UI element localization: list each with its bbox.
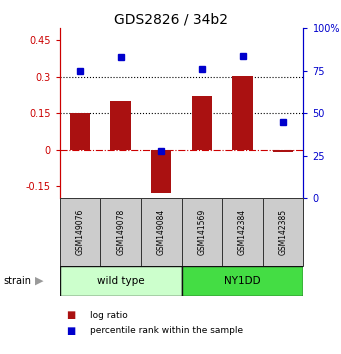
Bar bbox=[100, 198, 141, 266]
Bar bbox=[110, 101, 131, 150]
Text: NY1DD: NY1DD bbox=[224, 275, 261, 286]
Text: GSM149076: GSM149076 bbox=[75, 209, 85, 255]
Text: GSM142384: GSM142384 bbox=[238, 209, 247, 255]
Bar bbox=[60, 266, 182, 296]
Text: GSM141569: GSM141569 bbox=[197, 209, 206, 255]
Bar bbox=[60, 198, 100, 266]
Bar bbox=[141, 198, 182, 266]
Text: GSM142385: GSM142385 bbox=[279, 209, 288, 255]
Bar bbox=[70, 113, 90, 150]
Text: strain: strain bbox=[3, 275, 31, 286]
Text: GDS2826 / 34b2: GDS2826 / 34b2 bbox=[114, 12, 227, 27]
Text: ■: ■ bbox=[66, 310, 76, 320]
Text: ▶: ▶ bbox=[35, 275, 43, 286]
Text: wild type: wild type bbox=[97, 275, 145, 286]
Bar bbox=[273, 150, 293, 152]
Bar bbox=[192, 96, 212, 150]
Text: log ratio: log ratio bbox=[90, 310, 128, 320]
Text: GSM149084: GSM149084 bbox=[157, 209, 166, 255]
Bar bbox=[263, 198, 303, 266]
Text: percentile rank within the sample: percentile rank within the sample bbox=[90, 326, 243, 336]
Text: GSM149078: GSM149078 bbox=[116, 209, 125, 255]
Bar bbox=[182, 266, 303, 296]
Text: ■: ■ bbox=[66, 326, 76, 336]
Bar bbox=[182, 198, 222, 266]
Bar bbox=[151, 150, 172, 193]
Bar bbox=[232, 76, 253, 150]
Bar bbox=[222, 198, 263, 266]
